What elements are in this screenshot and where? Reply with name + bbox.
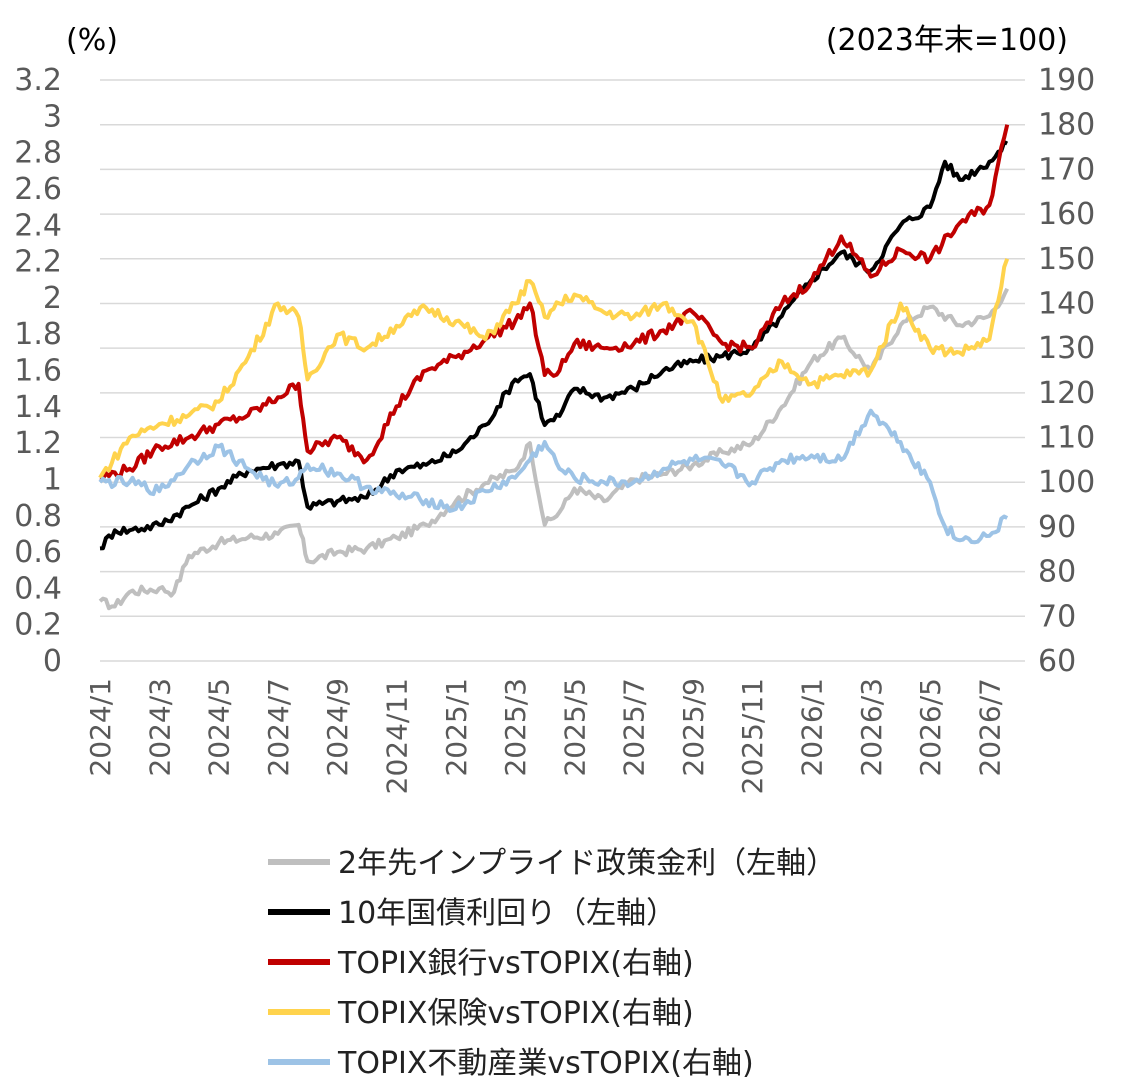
left-tick-label: 0.6 — [14, 535, 62, 570]
x-tick-label: 2026/1 — [796, 678, 829, 777]
legend-label: TOPIX不動産業vsTOPIX(右軸) — [337, 1046, 754, 1081]
left-tick-label: 2.4 — [14, 208, 62, 243]
right-tick-label: 170 — [1038, 152, 1095, 187]
x-tick-label: 2026/7 — [973, 678, 1006, 777]
right-axis-unit: (2023年末=100) — [826, 23, 1068, 58]
right-tick-label: 140 — [1038, 286, 1095, 321]
x-tick-label: 2026/3 — [855, 678, 888, 777]
right-tick-label: 60 — [1038, 644, 1076, 679]
left-tick-label: 1.4 — [14, 390, 62, 425]
series-lines — [98, 124, 1010, 611]
series-line — [98, 408, 1009, 545]
right-tick-label: 180 — [1038, 108, 1095, 143]
left-tick-label: 3.2 — [14, 63, 62, 98]
left-tick-label: 3 — [43, 99, 62, 134]
x-tick-label: 2025/3 — [499, 678, 532, 777]
series-line — [98, 258, 1010, 479]
left-tick-label: 1.2 — [14, 426, 62, 461]
legend-label: TOPIX保険vsTOPIX(右軸) — [337, 996, 694, 1031]
right-tick-label: 70 — [1038, 599, 1076, 634]
right-tick-label: 130 — [1038, 331, 1095, 366]
x-axis-ticks: 2024/1 2024/3 2024/5 2024/7 2024/9 2024/11 202… — [84, 678, 1006, 794]
x-tick-label: 2025/11 — [736, 678, 769, 794]
x-tick-label: 2024/5 — [203, 678, 236, 777]
x-tick-label: 2024/11 — [380, 678, 413, 794]
right-tick-label: 120 — [1038, 376, 1095, 411]
left-tick-label: 1.6 — [14, 354, 62, 389]
left-tick-label: 2.2 — [14, 245, 62, 280]
left-tick-label: 2 — [43, 281, 62, 316]
left-tick-label: 1.8 — [14, 317, 62, 352]
left-axis-unit: (%) — [66, 23, 118, 58]
x-tick-label: 2024/7 — [262, 678, 295, 777]
gridlines — [100, 79, 1025, 662]
x-tick-label: 2026/5 — [914, 678, 947, 777]
x-tick-label: 2024/3 — [143, 678, 176, 777]
x-tick-label: 2024/1 — [84, 678, 117, 777]
left-tick-label: 2.6 — [14, 172, 62, 207]
left-tick-label: 0.4 — [14, 571, 62, 606]
left-tick-label: 1 — [43, 462, 62, 497]
x-tick-label: 2025/5 — [558, 678, 591, 777]
legend-label: 2年先インプライド政策金利（左軸） — [338, 846, 836, 881]
legend: 2年先インプライド政策金利（左軸） 10年国債利回り（左軸） TOPIX銀行vsTO… — [268, 846, 836, 1081]
right-tick-label: 150 — [1038, 242, 1095, 277]
right-tick-label: 80 — [1038, 555, 1076, 590]
right-tick-label: 110 — [1038, 421, 1095, 456]
x-tick-label: 2025/1 — [440, 678, 473, 777]
right-tick-label: 160 — [1038, 197, 1095, 232]
x-tick-label: 2024/9 — [321, 678, 354, 777]
left-tick-label: 0.8 — [14, 499, 62, 534]
legend-label: 10年国債利回り（左軸） — [338, 896, 676, 931]
series-line — [99, 124, 1010, 481]
x-tick-label: 2025/7 — [618, 678, 651, 777]
series-line — [99, 140, 1009, 551]
right-tick-label: 90 — [1038, 510, 1076, 545]
left-tick-label: 0 — [43, 644, 62, 679]
left-tick-label: 0.2 — [14, 608, 62, 643]
left-axis-ticks: 00.20.40.60.811.21.41.61.822.22.42.62.83… — [14, 63, 62, 679]
right-axis-ticks: 60 70 80 90 100 110 120 130 140 150 160 170 180 190 — [1038, 63, 1095, 679]
left-tick-label: 2.8 — [14, 136, 62, 171]
right-tick-label: 190 — [1038, 63, 1095, 98]
series-line — [98, 287, 1009, 611]
x-tick-label: 2025/9 — [677, 678, 710, 777]
legend-label: TOPIX銀行vsTOPIX(右軸) — [337, 946, 694, 981]
right-tick-label: 100 — [1038, 465, 1095, 500]
